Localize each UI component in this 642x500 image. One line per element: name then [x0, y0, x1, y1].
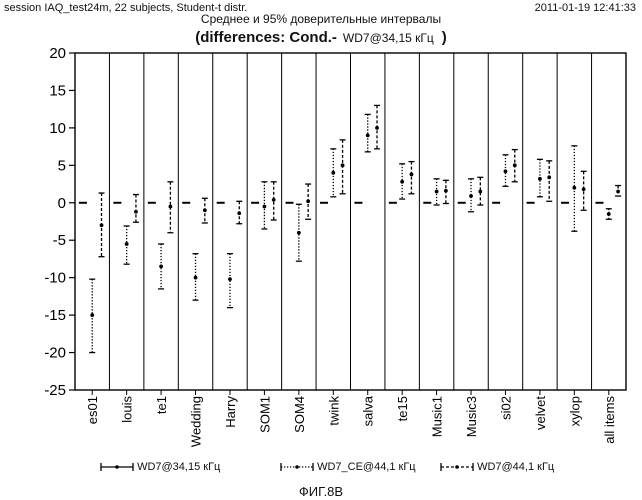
mean-point-dotted — [228, 277, 232, 281]
x-tick-label: all items — [602, 396, 617, 444]
y-tick-label: -5 — [53, 232, 66, 249]
mean-point-dashed — [237, 211, 241, 215]
mean-point-dashed — [410, 172, 414, 176]
y-tick-label: -15 — [44, 307, 66, 324]
mean-point-dotted — [538, 177, 542, 181]
mean-point-dotted — [366, 133, 370, 137]
mean-point-dotted — [125, 242, 129, 246]
mean-point-dotted — [159, 265, 163, 269]
x-tick-label: SOM1 — [257, 396, 272, 433]
legend-entry-3: WD7@44,1 кГц — [440, 461, 554, 473]
x-tick-label: twink — [326, 396, 341, 426]
mean-point-dotted — [469, 194, 473, 198]
mean-point-dashed — [444, 189, 448, 193]
y-tick-label: 5 — [58, 157, 66, 174]
mean-point-dashed — [375, 126, 379, 130]
y-tick-label: -20 — [44, 345, 66, 362]
mean-point-dotted — [607, 212, 611, 216]
legend-entry-1: WD7@34,15 кГц — [100, 461, 220, 473]
legend-swatch-solid — [100, 462, 134, 472]
y-tick-label: 0 — [58, 195, 66, 212]
mean-point-dotted — [194, 276, 198, 280]
mean-point-dotted — [331, 171, 335, 175]
x-tick-label: velvet — [533, 396, 548, 430]
legend-swatch-dotted — [280, 462, 314, 472]
x-tick-label: Wedding — [189, 396, 204, 447]
x-tick-label: xylop — [567, 396, 582, 426]
mean-point-dashed — [616, 190, 620, 194]
x-tick-label: es01 — [85, 396, 100, 424]
legend-label-3: WD7@44,1 кГц — [477, 461, 554, 473]
x-tick-label: Harry — [223, 396, 238, 428]
mean-point-dotted — [435, 190, 439, 194]
legend-label-2: WD7_CE@44,1 кГц — [317, 461, 416, 473]
x-tick-label: te1 — [154, 396, 169, 414]
legend-swatch-dashed — [440, 462, 474, 472]
x-tick-label: SOM4 — [292, 396, 307, 433]
x-tick-label: si02 — [498, 396, 513, 420]
mean-point-dotted — [297, 231, 301, 235]
mean-point-dashed — [100, 223, 104, 227]
x-tick-label: louis — [120, 396, 135, 423]
y-tick-label: 20 — [49, 45, 66, 62]
mean-point-dashed — [168, 205, 172, 209]
mean-point-dashed — [547, 175, 551, 179]
figure-caption: ФИГ.8B — [0, 484, 642, 499]
legend-label-1: WD7@34,15 кГц — [137, 461, 220, 473]
mean-point-dotted — [504, 169, 508, 173]
x-tick-label: Music1 — [430, 396, 445, 437]
legend-entry-2: WD7_CE@44,1 кГц — [280, 461, 416, 473]
mean-point-dotted — [572, 186, 576, 190]
mean-point-dashed — [134, 210, 138, 214]
mean-point-dashed — [582, 187, 586, 191]
mean-point-dotted — [90, 313, 94, 317]
x-tick-label: te15 — [395, 396, 410, 421]
y-tick-label: 10 — [49, 120, 66, 137]
mean-point-dashed — [513, 163, 517, 167]
mean-point-dashed — [478, 190, 482, 194]
y-tick-label: 15 — [49, 82, 66, 99]
mean-point-dashed — [306, 199, 310, 203]
mean-point-dotted — [263, 205, 267, 209]
mean-point-dashed — [341, 163, 345, 167]
mean-point-dashed — [272, 198, 276, 202]
mean-point-dashed — [203, 208, 207, 212]
y-tick-label: -25 — [44, 382, 66, 399]
y-tick-label: -10 — [44, 270, 66, 287]
x-tick-label: salva — [361, 395, 376, 426]
mean-point-dotted — [400, 180, 404, 184]
x-tick-label: Music3 — [464, 396, 479, 437]
